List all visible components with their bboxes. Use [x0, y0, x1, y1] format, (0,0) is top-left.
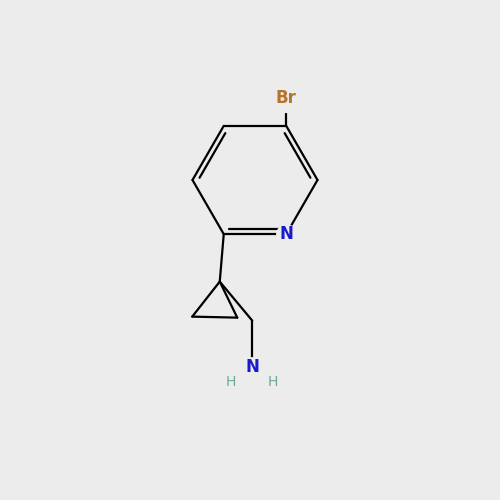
Text: H: H [226, 374, 236, 388]
Text: H: H [268, 374, 278, 388]
Text: Br: Br [276, 90, 296, 108]
Text: N: N [280, 225, 293, 243]
Text: N: N [246, 358, 259, 376]
